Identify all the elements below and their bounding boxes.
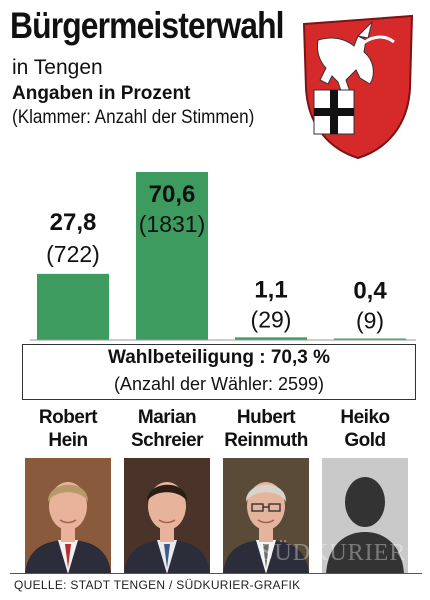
bar-vote-label-1: (722) [46,241,100,267]
bar-chart: 27,8 (722) 70,6 (1831) 1,1 (29) 0,4 (9) [30,172,416,341]
bar-3 [235,337,307,340]
watermark: SÜDKURIER [260,540,407,566]
candidate-photo-2 [124,458,210,574]
bar-1 [37,273,109,340]
units-heading: Angaben in Prozent [12,83,191,104]
candidate-photo-1 [25,458,111,574]
bar-value-label-3: 1,1 [254,276,287,303]
candidate-name-1: Robert Hein [38,407,98,451]
candidate-name-2: Marian Schreier [130,407,204,451]
bar-4 [334,338,406,340]
candidate-name-3: Hubert Reinmuth [224,407,308,451]
turnout-box [22,344,416,400]
placeholder-avatar-icon [322,458,408,574]
candidate-photo-3 [223,458,309,574]
chart-title: Bürgermeisterwahl [10,5,284,46]
bar-value-label-1: 27,8 [50,209,97,236]
voter-count-label: (Anzahl der Wähler: 2599) [113,374,325,394]
candidate-name-4: Heiko Gold [340,407,390,451]
bar-value-label-4: 0,4 [353,278,387,305]
bar-2 [136,172,208,340]
turnout-label: Wahlbeteiligung : 70,3 % [107,347,331,368]
bar-vote-label-4: (9) [356,308,384,334]
chart-subtitle: in Tengen [12,56,103,79]
coat-of-arms-icon [302,14,414,160]
bar-vote-label-3: (29) [251,306,292,332]
source-credit: QUELLE: STADT TENGEN / SÜDKURIER-GRAFIK [14,578,301,592]
footer-divider [10,573,422,574]
bar-vote-label-2: (1831) [139,211,205,237]
bar-value-label-2: 70,6 [149,181,196,208]
units-note: (Klammer: Anzahl der Stimmen) [12,107,255,128]
